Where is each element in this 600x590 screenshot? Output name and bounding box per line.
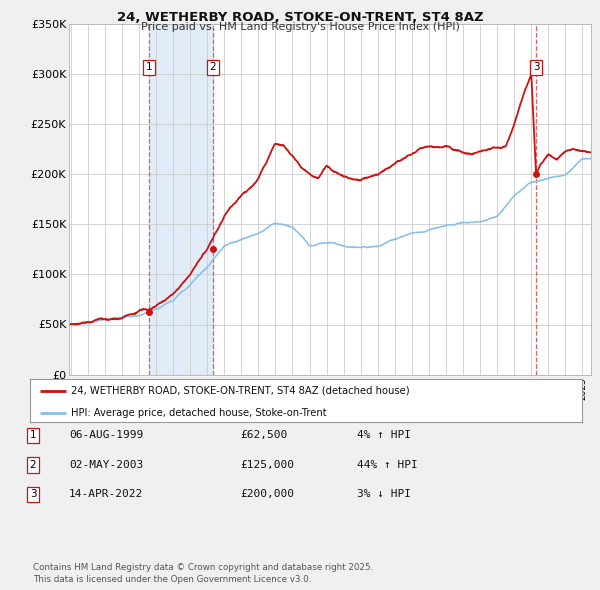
Text: 2: 2 [209,63,216,73]
Text: £125,000: £125,000 [240,460,294,470]
Text: 4% ↑ HPI: 4% ↑ HPI [357,431,411,440]
Bar [149,24,213,375]
Text: 3: 3 [533,63,539,73]
Text: 14-APR-2022: 14-APR-2022 [69,490,143,499]
Text: HPI: Average price, detached house, Stoke-on-Trent: HPI: Average price, detached house, Stok… [71,408,327,418]
Text: 24, WETHERBY ROAD, STOKE-ON-TRENT, ST4 8AZ: 24, WETHERBY ROAD, STOKE-ON-TRENT, ST4 8… [116,11,484,24]
Text: 06-AUG-1999: 06-AUG-1999 [69,431,143,440]
Text: Contains HM Land Registry data © Crown copyright and database right 2025.
This d: Contains HM Land Registry data © Crown c… [33,563,373,584]
Text: £200,000: £200,000 [240,490,294,499]
Text: 1: 1 [146,63,152,73]
Text: 44% ↑ HPI: 44% ↑ HPI [357,460,418,470]
Text: £62,500: £62,500 [240,431,287,440]
Text: 3: 3 [29,490,37,499]
Text: Price paid vs. HM Land Registry's House Price Index (HPI): Price paid vs. HM Land Registry's House … [140,22,460,32]
Text: 24, WETHERBY ROAD, STOKE-ON-TRENT, ST4 8AZ (detached house): 24, WETHERBY ROAD, STOKE-ON-TRENT, ST4 8… [71,386,410,396]
Text: 3% ↓ HPI: 3% ↓ HPI [357,490,411,499]
Text: 1: 1 [29,431,37,440]
Text: 02-MAY-2003: 02-MAY-2003 [69,460,143,470]
Text: 2: 2 [29,460,37,470]
